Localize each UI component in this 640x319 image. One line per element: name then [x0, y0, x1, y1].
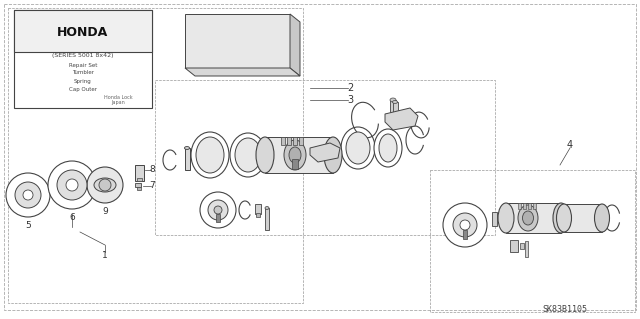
- Circle shape: [99, 179, 111, 191]
- Bar: [256, 213, 260, 217]
- Text: 9: 9: [102, 207, 108, 217]
- Text: Spring: Spring: [74, 78, 92, 84]
- Circle shape: [453, 213, 477, 237]
- Ellipse shape: [191, 132, 229, 178]
- Bar: [518, 203, 521, 209]
- Ellipse shape: [379, 134, 397, 162]
- Bar: [492, 212, 497, 226]
- Ellipse shape: [284, 140, 306, 170]
- Text: (SERIES 5001 8x42): (SERIES 5001 8x42): [52, 53, 114, 57]
- Polygon shape: [185, 14, 290, 68]
- Text: SK83B1105: SK83B1105: [543, 305, 588, 314]
- Bar: [265, 208, 269, 230]
- Bar: [8, 8, 303, 303]
- Text: Honda Lock
Japan: Honda Lock Japan: [104, 95, 132, 105]
- Bar: [533, 203, 536, 209]
- Bar: [393, 102, 398, 120]
- Circle shape: [443, 203, 487, 247]
- Ellipse shape: [390, 98, 396, 102]
- Text: 8: 8: [149, 166, 155, 174]
- Bar: [135, 183, 141, 187]
- Circle shape: [200, 192, 236, 228]
- Ellipse shape: [518, 205, 538, 231]
- Bar: [525, 241, 528, 257]
- Bar: [265, 137, 333, 173]
- Bar: [430, 170, 635, 312]
- Ellipse shape: [595, 204, 609, 232]
- Polygon shape: [185, 68, 300, 76]
- Bar: [14, 10, 152, 108]
- Ellipse shape: [392, 100, 397, 103]
- Ellipse shape: [553, 203, 569, 233]
- Circle shape: [214, 206, 222, 214]
- Ellipse shape: [341, 127, 375, 169]
- Polygon shape: [310, 143, 340, 162]
- Ellipse shape: [235, 138, 261, 172]
- Circle shape: [15, 182, 41, 208]
- Bar: [255, 204, 261, 214]
- Text: 1: 1: [102, 251, 108, 261]
- Bar: [299, 137, 303, 145]
- Ellipse shape: [256, 137, 274, 173]
- Bar: [293, 137, 297, 145]
- Text: 5: 5: [25, 220, 31, 229]
- Text: 3: 3: [347, 95, 353, 105]
- Bar: [564, 204, 602, 232]
- Ellipse shape: [346, 132, 370, 164]
- Bar: [137, 178, 142, 181]
- Text: Tumbler: Tumbler: [72, 70, 94, 76]
- Text: Repair Set: Repair Set: [69, 63, 97, 68]
- Bar: [292, 159, 298, 169]
- Bar: [14, 10, 152, 52]
- Bar: [287, 137, 291, 145]
- Bar: [135, 165, 144, 181]
- Bar: [185, 148, 190, 170]
- Text: 7: 7: [149, 182, 155, 190]
- Ellipse shape: [196, 137, 224, 173]
- Circle shape: [23, 190, 33, 200]
- Ellipse shape: [230, 133, 266, 177]
- Bar: [499, 214, 504, 224]
- Bar: [520, 243, 524, 249]
- Bar: [506, 203, 561, 233]
- Circle shape: [6, 173, 50, 217]
- Circle shape: [208, 200, 228, 220]
- Bar: [216, 214, 220, 222]
- Text: HONDA: HONDA: [58, 26, 109, 40]
- Circle shape: [460, 220, 470, 230]
- Ellipse shape: [522, 211, 534, 225]
- Text: 4: 4: [567, 140, 573, 150]
- Ellipse shape: [265, 206, 269, 210]
- Ellipse shape: [184, 146, 189, 150]
- Polygon shape: [385, 108, 418, 130]
- Circle shape: [87, 167, 123, 203]
- Text: 2: 2: [347, 83, 353, 93]
- Bar: [528, 203, 531, 209]
- Text: Cap Outer: Cap Outer: [69, 86, 97, 92]
- Ellipse shape: [324, 137, 342, 173]
- Circle shape: [48, 161, 96, 209]
- Bar: [390, 100, 396, 122]
- Text: 6: 6: [69, 213, 75, 222]
- Ellipse shape: [94, 178, 116, 192]
- Ellipse shape: [374, 129, 402, 167]
- Bar: [463, 230, 467, 239]
- Circle shape: [57, 170, 87, 200]
- Bar: [523, 203, 526, 209]
- Ellipse shape: [289, 147, 301, 163]
- Ellipse shape: [557, 204, 572, 232]
- Ellipse shape: [498, 203, 514, 233]
- Circle shape: [66, 179, 78, 191]
- Bar: [510, 240, 518, 252]
- Polygon shape: [290, 14, 300, 76]
- Bar: [137, 187, 141, 190]
- Bar: [281, 137, 285, 145]
